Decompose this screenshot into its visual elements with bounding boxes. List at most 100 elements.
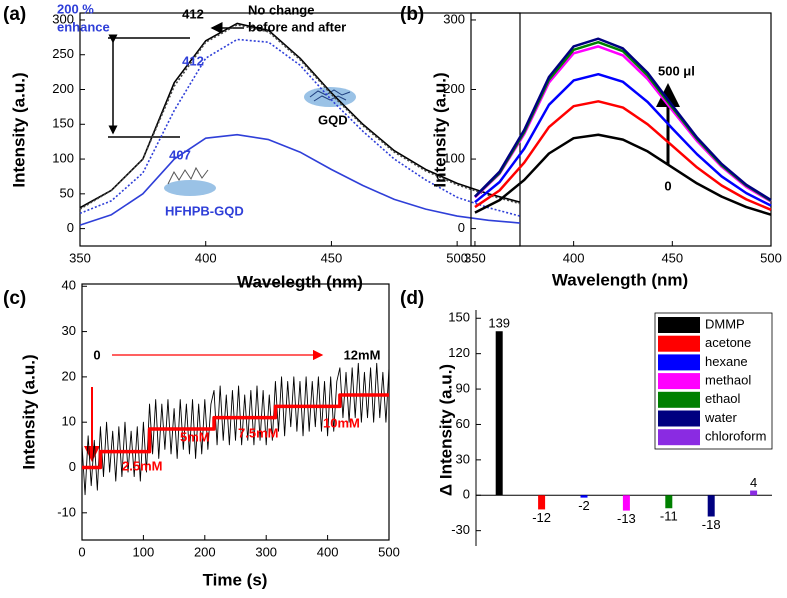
- y-tick-label: 0: [67, 220, 74, 235]
- x-tick-label: 400: [317, 544, 339, 559]
- annotation: 407: [169, 147, 191, 162]
- y-axis-title: Δ Intensity (a.u.): [436, 364, 455, 496]
- x-tick-label: 350: [69, 250, 91, 265]
- bar: [495, 331, 503, 496]
- panel-label: (b): [400, 4, 424, 25]
- x-tick-label: 100: [133, 544, 155, 559]
- legend-swatch: [658, 391, 700, 408]
- annotation: No change: [248, 2, 314, 17]
- bar: [707, 495, 715, 517]
- x-tick-label: 450: [321, 250, 343, 265]
- y-tick-label: 150: [448, 310, 470, 325]
- x-tick-label: 200: [194, 544, 216, 559]
- legend-label: water: [704, 410, 737, 425]
- y-tick-label: 100: [443, 150, 465, 165]
- data-line: [474, 72, 772, 207]
- gqd-icon: [304, 87, 356, 107]
- panel-label: (d): [400, 288, 424, 309]
- y-tick-label: -30: [451, 522, 470, 537]
- annotation: 2.5mM: [122, 458, 162, 473]
- data-line: [79, 24, 521, 210]
- annotation: 7.5mM: [238, 425, 278, 440]
- data-line: [474, 45, 772, 203]
- data-line: [474, 100, 772, 211]
- y-axis-title: Intensity (a.u.): [430, 72, 449, 187]
- y-axis-title: Intensity (a.u.): [9, 72, 28, 187]
- y-tick-label: -10: [57, 504, 76, 519]
- y-tick-label: 0: [69, 459, 76, 474]
- legend-swatch: [658, 410, 700, 427]
- annotation: HFHPB-GQD: [165, 203, 244, 218]
- annotation: 412: [182, 6, 204, 21]
- data-line: [79, 133, 521, 226]
- value-label: -13: [617, 511, 636, 526]
- legend-swatch: [658, 335, 700, 352]
- y-tick-label: 150: [52, 116, 74, 131]
- x-tick-label: 500: [378, 544, 400, 559]
- legend-swatch: [658, 317, 700, 333]
- data-line: [81, 362, 390, 496]
- bar: [665, 495, 673, 509]
- data-line: [79, 22, 521, 209]
- value-label: -12: [532, 510, 551, 525]
- x-tick-label: 500: [446, 250, 468, 265]
- annotation: 0: [664, 178, 671, 193]
- legend-label: DMMP: [705, 316, 745, 331]
- annotation: enhance: [57, 19, 110, 34]
- y-tick-label: 40: [62, 278, 76, 293]
- legend-label: chloroform: [705, 429, 766, 444]
- x-tick-label: 0: [78, 544, 85, 559]
- y-tick-label: 300: [443, 11, 465, 26]
- panel: (b) Wavelength (nm) Intensity (a.u.) 0 100 20…: [400, 4, 782, 289]
- data-line: [474, 133, 772, 216]
- plot-frame: [81, 283, 390, 541]
- x-tick-label: 300: [255, 544, 277, 559]
- y-tick-label: 0: [458, 220, 465, 235]
- y-tick-label: 0: [463, 487, 470, 502]
- x-axis-title: Wavelength (nm): [552, 270, 688, 289]
- panel-label: (c): [3, 288, 26, 309]
- hfhpb-gqd-icon: [164, 166, 216, 196]
- annotation: 10mM: [323, 415, 360, 430]
- bar: [622, 495, 630, 511]
- annotation: before and after: [248, 19, 346, 34]
- data-line: [82, 393, 389, 470]
- panel: (d) Δ Intensity (a.u.) -30 0 30 60 90 120 150 139…: [400, 288, 773, 546]
- y-tick-label: 50: [60, 185, 74, 200]
- bar: [580, 495, 588, 498]
- bar: [750, 490, 758, 496]
- y-tick-label: 30: [456, 451, 470, 466]
- legend-swatch: [658, 373, 700, 390]
- y-tick-label: 300: [52, 11, 74, 26]
- y-tick-label: 60: [456, 416, 470, 431]
- y-tick-label: 30: [62, 323, 76, 338]
- legend-label: hexane: [705, 354, 748, 369]
- y-tick-label: 100: [52, 150, 74, 165]
- y-tick-label: 250: [52, 46, 74, 61]
- annotation: GQD: [318, 112, 348, 127]
- x-tick-label: 400: [195, 250, 217, 265]
- legend-swatch: [658, 354, 700, 371]
- y-tick-label: 200: [443, 81, 465, 96]
- y-axis-title: Intensity (a.u.): [19, 354, 38, 469]
- x-tick-label: 350: [464, 250, 486, 265]
- y-tick-label: 200: [52, 81, 74, 96]
- y-tick-label: 90: [456, 380, 470, 395]
- panel-label: (a): [3, 4, 26, 25]
- annotation: 200 %: [57, 1, 94, 16]
- x-tick-label: 500: [760, 250, 782, 265]
- annotation: 0: [93, 347, 100, 362]
- value-label: 4: [750, 475, 757, 490]
- panel: (a) Wavelegth (nm) Intensity (a.u.) 0 50 100 1…: [3, 1, 521, 291]
- value-label: -11: [660, 509, 678, 524]
- annotation: 412: [182, 53, 204, 68]
- y-tick-label: 10: [62, 414, 76, 429]
- legend-label: methaol: [705, 373, 751, 388]
- annotation: 500 μl: [658, 63, 695, 78]
- value-label: -18: [702, 517, 721, 532]
- x-axis-title: Time (s): [203, 570, 268, 589]
- annotation-arrows: [108, 22, 244, 138]
- annotation: 5mM: [180, 429, 210, 444]
- data-line: [79, 38, 521, 217]
